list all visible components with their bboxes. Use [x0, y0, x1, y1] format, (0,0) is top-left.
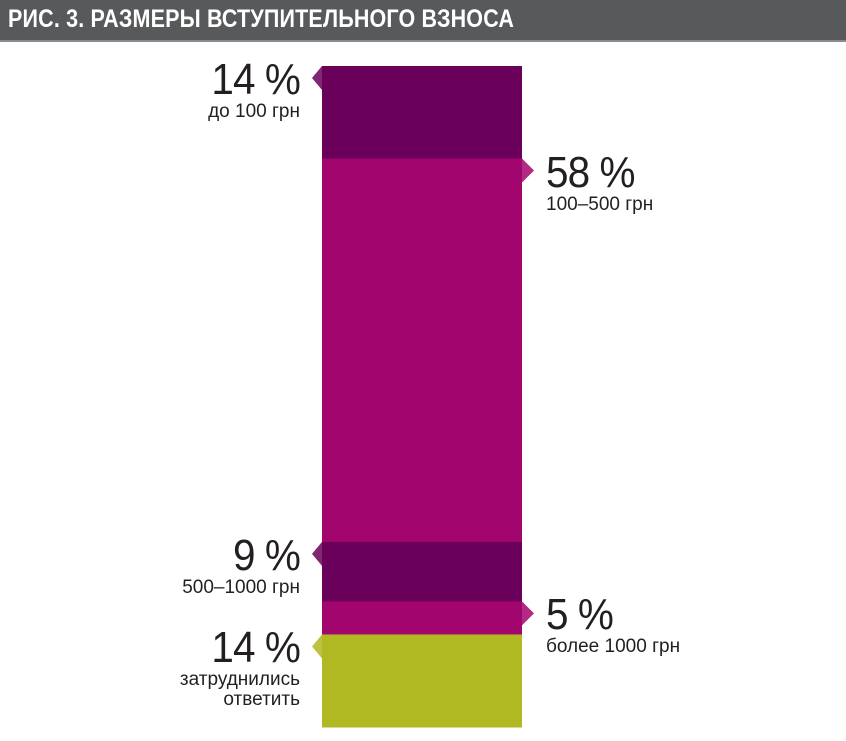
chart-title: РИС. 3. РАЗМЕРЫ ВСТУПИТЕЛЬНОГО ВЗНОСА [8, 5, 515, 33]
segment-label: 14 % до 100 грн [40, 55, 301, 122]
pointer-marker [312, 541, 322, 566]
title-bar: РИС. 3. РАЗМЕРЫ ВСТУПИТЕЛЬНОГО ВЗНОСА [0, 0, 846, 42]
bar-segment [322, 66, 522, 160]
data-label-value: 58 % [546, 147, 636, 197]
segment-label: 9 % 500–1000 грн [40, 530, 301, 598]
pointer-marker [522, 601, 534, 626]
category-label: до 100 грн [208, 101, 300, 122]
segment-label: 5 % более 1000 грн [546, 593, 806, 657]
category-label: 500–1000 грн [182, 576, 300, 598]
pointer-marker [312, 66, 322, 90]
data-label-value: 5 % [546, 590, 614, 640]
category-label: 100–500 грн [546, 193, 654, 215]
bar-segment [322, 541, 522, 602]
data-label-value: 14 % [211, 623, 301, 673]
bar-segment [322, 601, 522, 635]
data-label-value: 14 % [211, 55, 301, 104]
segment-label: 14 % затруднились ответить [40, 623, 301, 711]
pointer-marker [522, 158, 534, 183]
category-label: затруднились ответить [179, 669, 300, 711]
pointer-marker [312, 634, 322, 659]
segment-label: 58 % 100–500 грн [546, 147, 806, 215]
bar-segment [322, 158, 522, 543]
bar-segment [322, 634, 522, 728]
data-label-value: 9 % [232, 530, 301, 580]
category-label: более 1000 грн [546, 636, 681, 658]
